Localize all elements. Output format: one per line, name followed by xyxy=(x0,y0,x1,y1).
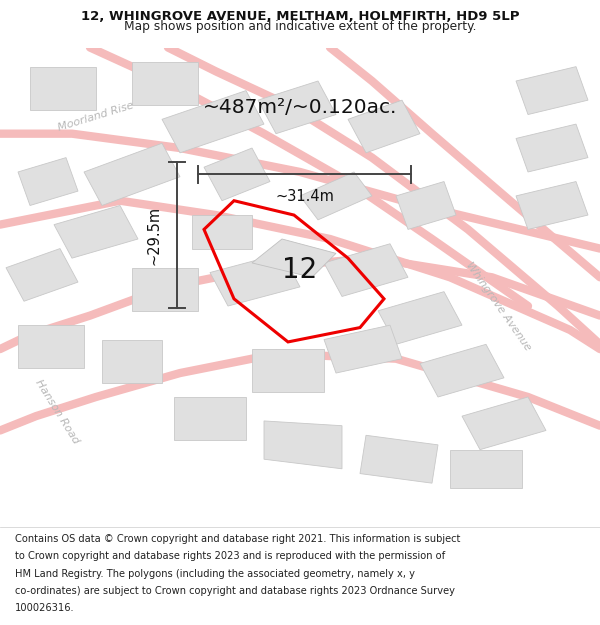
Polygon shape xyxy=(348,100,420,153)
Text: Whingrove Avenue: Whingrove Avenue xyxy=(464,260,532,352)
Polygon shape xyxy=(18,325,84,368)
Text: HM Land Registry. The polygons (including the associated geometry, namely x, y: HM Land Registry. The polygons (includin… xyxy=(15,569,415,579)
Text: Moorland Rise: Moorland Rise xyxy=(57,101,135,133)
Polygon shape xyxy=(300,172,372,220)
Polygon shape xyxy=(396,181,456,229)
Polygon shape xyxy=(252,349,324,392)
Polygon shape xyxy=(450,449,522,488)
Text: Map shows position and indicative extent of the property.: Map shows position and indicative extent… xyxy=(124,20,476,33)
Polygon shape xyxy=(420,344,504,397)
Text: 12, WHINGROVE AVENUE, MELTHAM, HOLMFIRTH, HD9 5LP: 12, WHINGROVE AVENUE, MELTHAM, HOLMFIRTH… xyxy=(81,11,519,24)
Polygon shape xyxy=(516,124,588,172)
Text: Hanson Road: Hanson Road xyxy=(33,378,81,445)
Text: ~487m²/~0.120ac.: ~487m²/~0.120ac. xyxy=(203,98,397,117)
Polygon shape xyxy=(258,81,336,134)
Polygon shape xyxy=(30,67,96,110)
Polygon shape xyxy=(516,181,588,229)
Text: to Crown copyright and database rights 2023 and is reproduced with the permissio: to Crown copyright and database rights 2… xyxy=(15,551,445,561)
Text: co-ordinates) are subject to Crown copyright and database rights 2023 Ordnance S: co-ordinates) are subject to Crown copyr… xyxy=(15,586,455,596)
Polygon shape xyxy=(162,91,264,153)
Polygon shape xyxy=(360,435,438,483)
Polygon shape xyxy=(378,292,462,344)
Text: 100026316.: 100026316. xyxy=(15,603,74,613)
Polygon shape xyxy=(6,249,78,301)
Text: 12: 12 xyxy=(283,256,317,284)
Polygon shape xyxy=(252,239,336,278)
Text: ~31.4m: ~31.4m xyxy=(275,189,334,204)
Polygon shape xyxy=(84,143,180,206)
Polygon shape xyxy=(192,215,252,249)
Polygon shape xyxy=(54,206,138,258)
Polygon shape xyxy=(324,244,408,296)
Polygon shape xyxy=(132,268,198,311)
Polygon shape xyxy=(18,158,78,206)
Text: ~29.5m: ~29.5m xyxy=(147,206,162,265)
Polygon shape xyxy=(516,67,588,114)
Text: Contains OS data © Crown copyright and database right 2021. This information is : Contains OS data © Crown copyright and d… xyxy=(15,534,460,544)
Polygon shape xyxy=(210,253,300,306)
Polygon shape xyxy=(264,421,342,469)
Polygon shape xyxy=(204,148,270,201)
Polygon shape xyxy=(174,397,246,440)
Polygon shape xyxy=(462,397,546,449)
Polygon shape xyxy=(102,339,162,382)
Polygon shape xyxy=(324,325,402,373)
Polygon shape xyxy=(132,62,198,105)
